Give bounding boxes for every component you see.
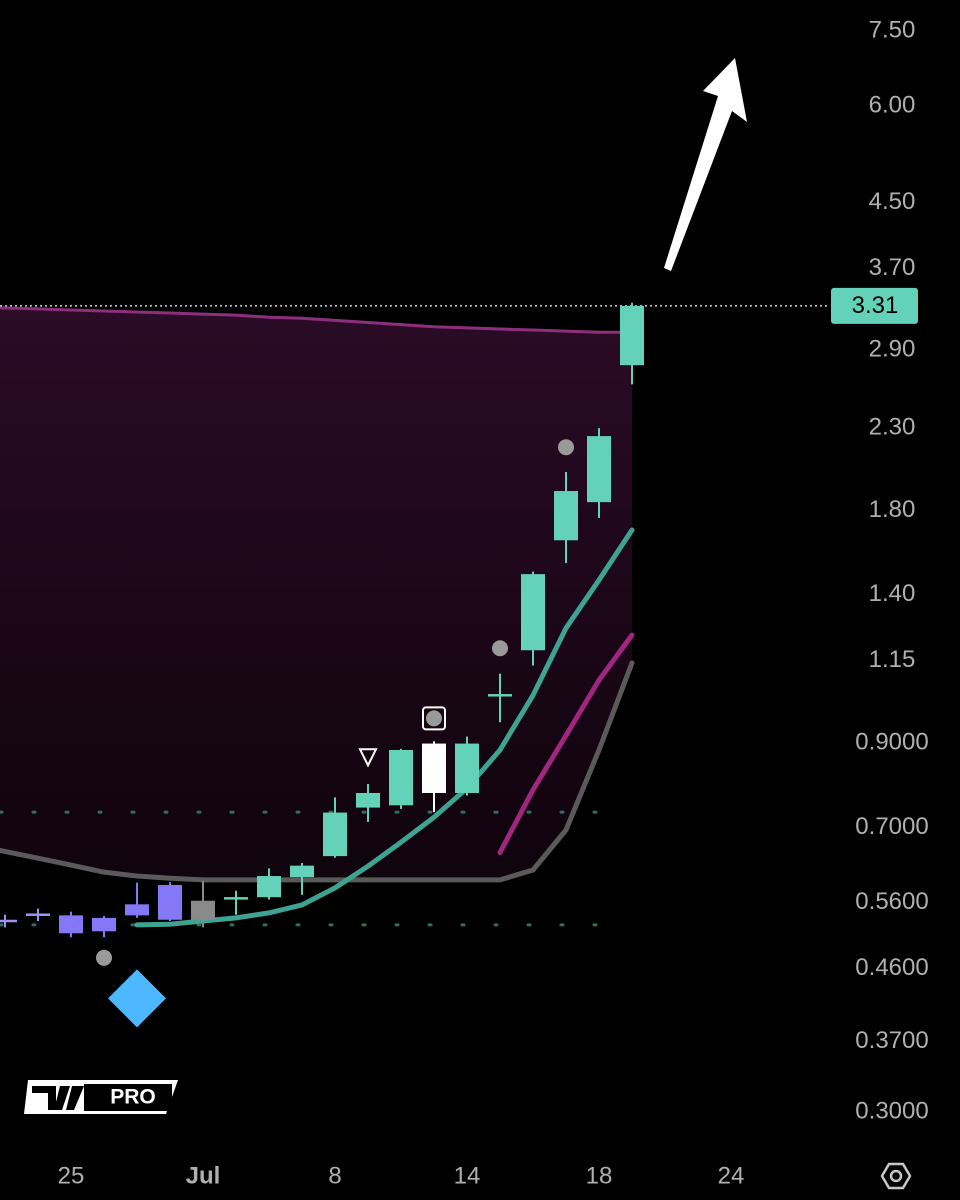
- x-tick-label: 24: [718, 1162, 745, 1189]
- candle-body: [26, 913, 50, 916]
- logo-pro-bg: [84, 1084, 172, 1111]
- candle-body: [587, 436, 611, 503]
- y-tick-label: 1.80: [869, 496, 916, 523]
- last-price-tag: [831, 287, 918, 324]
- signal-dot: [558, 439, 574, 456]
- y-tick-label: 1.40: [869, 580, 916, 607]
- signal-diamond: [108, 969, 166, 1028]
- y-tick-label: 0.7000: [855, 813, 928, 840]
- x-tick-label: 14: [454, 1162, 481, 1189]
- last-price-label: 3.31: [852, 292, 899, 319]
- candle-layer: [0, 302, 644, 938]
- overlay-line: [0, 660, 635, 883]
- signal-square: [422, 706, 446, 731]
- candle-body: [389, 749, 413, 806]
- candle-body: [224, 897, 248, 900]
- y-tick-label: 3.70: [869, 254, 916, 281]
- y-tick-label: 6.00: [869, 91, 916, 118]
- candle-body: [191, 900, 215, 920]
- candle-body: [59, 915, 83, 934]
- y-tick-label: 0.5600: [855, 888, 928, 915]
- signal-dot: [492, 640, 508, 657]
- logo: PRO: [24, 1080, 178, 1114]
- candle-body: [125, 904, 149, 916]
- signal-dot: [426, 710, 442, 727]
- settings-hex: [880, 1162, 912, 1190]
- line-layer: [0, 305, 830, 928]
- logo-text: PRO: [110, 1086, 156, 1109]
- candle-body: [92, 917, 116, 932]
- candle-body: [158, 885, 182, 920]
- logo-mark: [32, 1086, 84, 1110]
- y-tick-label: 4.50: [869, 188, 916, 215]
- candle-body: [0, 919, 17, 923]
- overlay-line: [134, 527, 635, 928]
- band-fill: [0, 307, 632, 880]
- candle-body: [620, 305, 644, 366]
- y-tick-label: 0.3000: [855, 1097, 928, 1124]
- x-tick-label: 8: [328, 1162, 341, 1189]
- x-tick-label: 25: [58, 1162, 85, 1189]
- y-tick-label: 2.30: [869, 413, 916, 440]
- y-tick-label: 0.4600: [855, 954, 928, 981]
- y-tick-label: 7.50: [869, 17, 916, 44]
- candle-body: [422, 743, 446, 793]
- overlay-line: [497, 632, 635, 855]
- signal-triangle: [358, 748, 378, 768]
- overlay-line: [0, 306, 634, 334]
- settings-icon[interactable]: [880, 1162, 912, 1190]
- signal-dot: [96, 949, 112, 966]
- annotation-arrow: [664, 58, 747, 271]
- top-layer: 7.50 6.00 4.50 3.70 2.90 2.30 1.80 1.40 1.15 0.90…: [58, 17, 929, 1190]
- candle-body: [323, 812, 347, 857]
- x-tick-label: 18: [586, 1162, 613, 1189]
- candle-body: [455, 743, 479, 793]
- settings-dot: [889, 1169, 903, 1183]
- y-tick-label: 2.90: [869, 336, 916, 363]
- candle-body: [290, 865, 314, 878]
- y-tick-label: 0.9000: [855, 729, 928, 756]
- x-tick-label: Jul: [186, 1162, 221, 1189]
- candle-body: [488, 694, 512, 697]
- candle-body: [554, 491, 578, 541]
- candle-body: [521, 574, 545, 651]
- y-tick-label: 1.15: [869, 646, 916, 673]
- candle-body: [356, 792, 380, 808]
- candle-body: [257, 876, 281, 898]
- y-tick-label: 0.3700: [855, 1027, 928, 1054]
